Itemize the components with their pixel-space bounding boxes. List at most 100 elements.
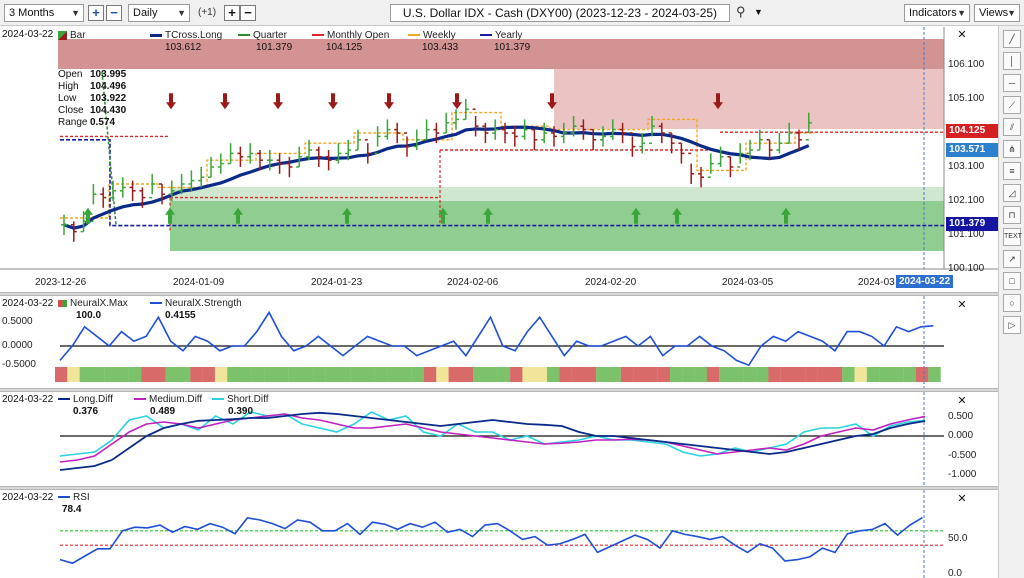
up-signal-arrow [483, 207, 493, 224]
neural-max-cell [116, 367, 129, 382]
pane-splitter[interactable] [0, 486, 998, 490]
up-signal-arrow [83, 207, 93, 224]
vertical-line-tool-icon[interactable]: │ [1003, 52, 1021, 70]
fibonacci-tool-icon[interactable]: ≡ [1003, 162, 1021, 180]
neural-max-cell [866, 367, 880, 382]
rsi-pane[interactable]: 2024-03-22 ✕ RSI 78.4 50.0 0.0 [0, 490, 998, 578]
cycle-tool-icon[interactable]: ⊓ [1003, 206, 1021, 224]
pane-date: 2024-03-22 [2, 394, 54, 405]
offset-plus-button[interactable]: + [224, 5, 240, 21]
x-tick: 2024-02-06 [447, 277, 499, 288]
diff-pane[interactable]: 2024-03-22 ✕ Long.Diff 0.376 Medium.Diff… [0, 392, 998, 486]
weekly-swatch-icon [408, 34, 420, 37]
neural-pane[interactable]: 2024-03-22 ✕ NeuralX.Max 100.0 NeuralX.S… [0, 296, 998, 388]
legend-neural-strength-value: 0.4155 [165, 310, 196, 321]
neural-strength-swatch-icon [150, 302, 162, 305]
resistance-zone [58, 39, 944, 69]
indicators-label: Indicators [909, 7, 957, 19]
neural-max-cell [596, 367, 609, 382]
legend-weekly-value: 103.433 [422, 42, 459, 53]
legend-tcross-value: 103.612 [165, 42, 202, 53]
legend-monthly: Monthly Open [312, 30, 389, 41]
ohlc-high-label: High [58, 81, 79, 92]
ohlc-open-row: Open 103.995 [58, 69, 126, 81]
neural-max-cell [670, 367, 683, 382]
horizontal-line-tool-icon[interactable]: ─ [1003, 74, 1021, 92]
close-pane-icon[interactable]: ✕ [957, 29, 967, 41]
close-pane-icon[interactable]: ✕ [957, 395, 967, 407]
range-select[interactable]: 3 Months ▼ [4, 4, 84, 22]
price-chart[interactable] [0, 27, 998, 293]
up-signal-arrow [781, 207, 791, 224]
legend-yearly-label: Yearly [495, 30, 523, 41]
neural-max-cell [165, 367, 179, 382]
support-zone-upper [170, 187, 944, 201]
neural-max-cell [387, 367, 400, 382]
legend-medium-diff-value: 0.489 [150, 406, 176, 417]
diff-chart[interactable] [0, 392, 998, 486]
yearly-swatch-icon [480, 34, 492, 37]
neural-max-cell [337, 367, 351, 382]
symbol-title-field[interactable]: U.S. Dollar IDX - Cash (DXY00) (2023-12-… [390, 4, 730, 22]
tcross-swatch-icon [150, 33, 162, 37]
zoom-out-button[interactable]: − [106, 5, 122, 21]
legend-bar-label: Bar [70, 30, 86, 41]
legend-long-diff-label: Long.Diff [73, 394, 113, 405]
close-pane-icon[interactable]: ✕ [957, 299, 967, 311]
pane-date: 2024-03-22 [2, 492, 54, 503]
interval-select[interactable]: Daily ▼ [128, 4, 190, 22]
offset-minus-button[interactable]: − [240, 5, 256, 21]
legend-weekly-label: Weekly [423, 30, 456, 41]
x-tick: 2024-01-23 [311, 277, 363, 288]
search-dropdown-icon[interactable]: ▼ [754, 7, 763, 17]
legend-quarter-label: Quarter [253, 30, 287, 41]
legend-yearly: Yearly [480, 30, 522, 41]
arrow-tool-icon[interactable]: ↗ [1003, 250, 1021, 268]
price-pane[interactable]: 2024-03-22 ✕ Bar TCross.Long 103.612 Qua… [0, 27, 998, 293]
neural-max-cell [214, 367, 228, 382]
legend-tcross: TCross.Long [150, 30, 222, 41]
y-tick: 100.100 [948, 263, 985, 274]
neural-max-cell [719, 367, 732, 382]
pane-splitter[interactable] [0, 292, 998, 296]
neural-chart[interactable] [0, 296, 998, 388]
medium-diff-line [59, 413, 926, 463]
ellipse-tool-icon[interactable]: ○ [1003, 294, 1021, 312]
legend-short-diff-value: 0.390 [228, 406, 254, 417]
close-pane-icon[interactable]: ✕ [957, 493, 967, 505]
y-tick: 106.100 [948, 59, 985, 70]
rectangle-tool-icon[interactable]: □ [1003, 272, 1021, 290]
quarter-swatch-icon [238, 34, 250, 37]
views-button[interactable]: Views ▼ [974, 4, 1020, 22]
trendline-tool-icon[interactable]: ╱ [1003, 30, 1021, 48]
down-signal-arrow [328, 93, 338, 110]
gann-tool-icon[interactable]: ◿ [1003, 184, 1021, 202]
chevron-down-icon: ▼ [1007, 8, 1016, 18]
neural-max-cell [104, 367, 117, 382]
y-tick: 102.100 [948, 195, 985, 206]
neural-max-cell [485, 367, 498, 382]
triangle-tool-icon[interactable]: ▷ [1003, 316, 1021, 334]
channel-tool-icon[interactable]: ⫽ [1003, 118, 1021, 136]
search-icon[interactable]: ⚲ [736, 4, 746, 19]
up-signal-arrow [233, 207, 243, 224]
pane-splitter[interactable] [0, 388, 998, 392]
text-tool-icon[interactable]: TEXT [1003, 228, 1022, 246]
legend-neural-max: NeuralX.Max [58, 298, 128, 309]
rsi-chart[interactable] [0, 490, 998, 578]
indicators-button[interactable]: Indicators ▼ [904, 4, 970, 22]
pitchfork-tool-icon[interactable]: ⋔ [1003, 140, 1021, 158]
yearly-line [60, 139, 944, 227]
long-diff-swatch-icon [58, 398, 70, 401]
up-signal-arrow [631, 207, 641, 224]
neural-max-cell [362, 367, 375, 382]
bar-swatch-icon [58, 30, 67, 40]
views-label: Views [979, 7, 1009, 19]
drawing-tools-strip: ╱ │ ─ ⟋ ⫽ ⋔ ≡ ◿ ⊓ TEXT ↗ □ ○ ▷ [998, 26, 1024, 578]
neural-max-cell [374, 367, 388, 382]
chevron-down-icon: ▼ [71, 8, 80, 18]
yearly-price-tag: 101.379 [946, 217, 998, 231]
x-tick: 2023-12-26 [35, 277, 87, 288]
zoom-in-button[interactable]: + [88, 5, 104, 21]
ray-tool-icon[interactable]: ⟋ [1003, 96, 1021, 114]
